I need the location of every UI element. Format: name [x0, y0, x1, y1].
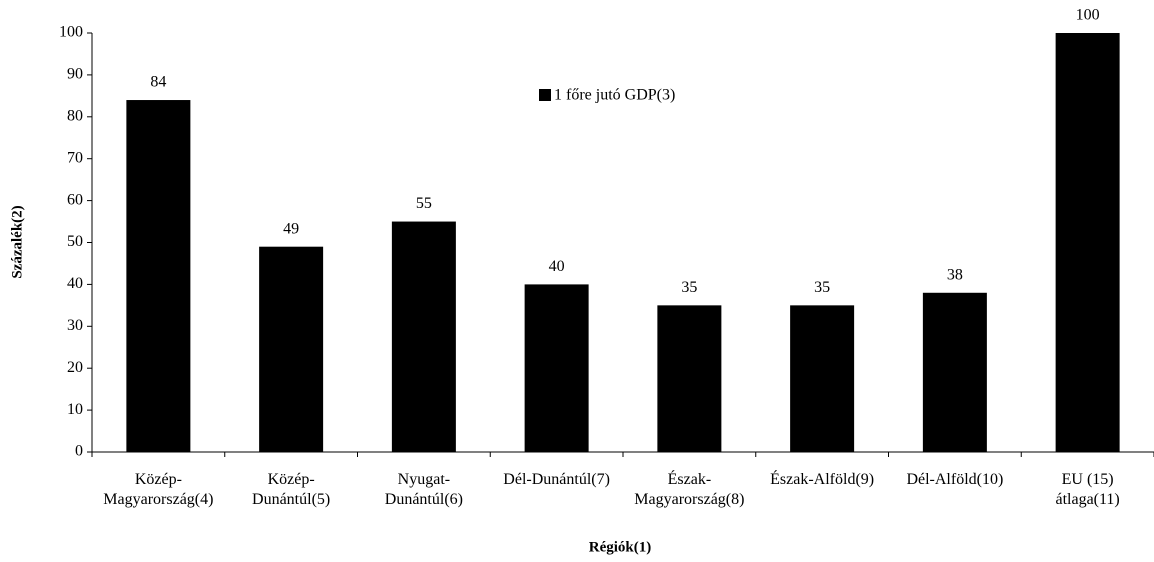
bar	[126, 100, 191, 452]
x-tick-label: Észak-Alföld(9)	[770, 469, 874, 488]
bar	[922, 292, 987, 452]
y-tick-label: 70	[67, 149, 83, 166]
x-tick-label-line: átlaga(11)	[1055, 491, 1119, 508]
y-tick-label: 100	[59, 24, 83, 41]
x-tick-label: Dél-Alföld(10)	[906, 471, 1003, 488]
x-tick-label: Dél-Dunántúl(7)	[503, 471, 610, 488]
value-label: 38	[947, 266, 963, 283]
y-tick-label: 50	[67, 233, 83, 250]
y-tick-label: 80	[67, 107, 83, 124]
value-label: 35	[681, 279, 697, 296]
bar	[657, 305, 722, 452]
x-tick-label-line: EU (15)	[1062, 471, 1114, 488]
x-tick-label-line: Dél-Alföld(10)	[906, 471, 1003, 488]
x-tick-label-line: Közép-	[268, 471, 315, 488]
bar	[259, 246, 324, 452]
y-tick-label: 90	[67, 66, 83, 83]
y-tick-label: 40	[67, 275, 83, 292]
x-tick-label: EU (15) átlaga(11)	[1055, 471, 1119, 508]
y-tick-label: 30	[67, 317, 83, 334]
bar	[1055, 33, 1120, 452]
value-label: 55	[416, 195, 432, 212]
value-label: 40	[549, 258, 565, 275]
legend-swatch	[539, 89, 551, 101]
legend-label: 1 főre jutó GDP(3)	[554, 87, 675, 104]
x-tick-label: Közép- Magyarország(4)	[103, 471, 213, 508]
bar	[391, 221, 456, 452]
x-tick-label: Nyugat- Dunántúl(6)	[385, 471, 463, 508]
value-label: 84	[150, 74, 166, 91]
x-tick-label-line: Nyugat-	[398, 471, 450, 488]
x-tick-label: Észak- Magyarország(8)	[634, 469, 744, 508]
x-tick-label: Közép- Dunántúl(5)	[252, 471, 330, 508]
x-tick-label-line: Dunántúl(5)	[252, 491, 330, 508]
value-label: 100	[1076, 7, 1100, 24]
y-tick-label: 60	[67, 191, 83, 208]
x-tick-label-line: Észak-Alföld(9)	[770, 469, 874, 488]
x-axis-title: Régiók(1)	[589, 539, 652, 555]
x-tick-label-line: Közép-	[135, 471, 182, 488]
value-label: 35	[814, 279, 830, 296]
x-tick-label-line: Észak-	[668, 469, 712, 488]
bar	[790, 305, 855, 452]
y-tick-label: 20	[67, 359, 83, 376]
x-tick-label-line: Dunántúl(6)	[385, 491, 463, 508]
y-axis-title: Százalék(2)	[9, 205, 25, 278]
x-tick-label-line: Dél-Dunántúl(7)	[503, 471, 610, 488]
y-tick-label: 10	[67, 401, 83, 418]
bar	[524, 284, 589, 452]
x-tick-label-line: Magyarország(8)	[634, 491, 744, 508]
value-label: 49	[283, 220, 299, 237]
x-tick-label-line: Magyarország(4)	[103, 491, 213, 508]
y-tick-label: 0	[75, 443, 83, 460]
